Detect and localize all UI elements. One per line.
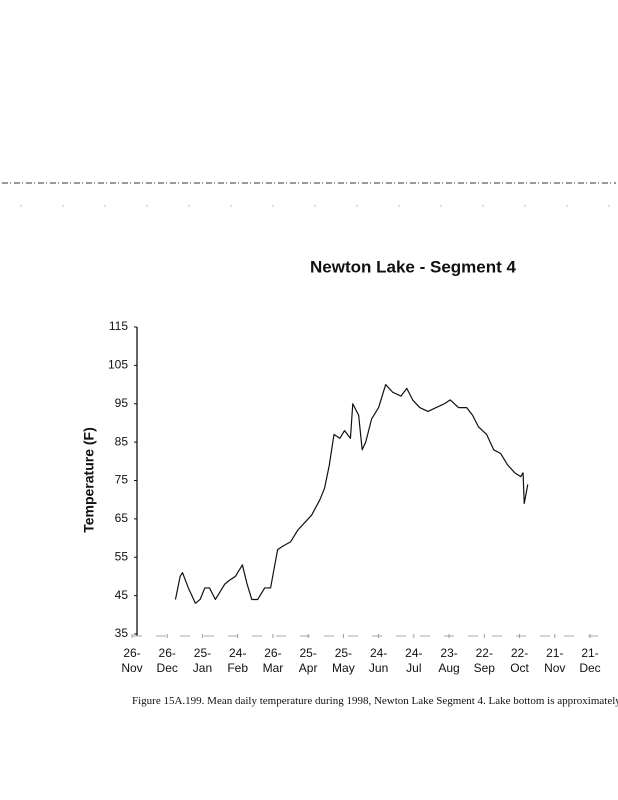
x-tick-label: 25-May (332, 646, 355, 675)
x-tick-label: 25-Apr (298, 646, 318, 675)
temperature-line (174, 383, 529, 604)
y-tick-label: 85 (115, 434, 129, 448)
y-tick-label: 95 (115, 396, 129, 410)
y-tick-label: 75 (115, 473, 129, 487)
y-tick-label: 35 (115, 626, 129, 640)
x-tick-label: 26-Mar (262, 646, 284, 675)
y-axis-label: Temperature (F) (81, 427, 97, 533)
x-tick-label: 24-Feb (227, 646, 249, 675)
y-tick-label: 65 (115, 511, 129, 525)
x-tick-label: 21-Dec (579, 646, 601, 675)
x-tick-label: 22-Oct (510, 646, 529, 675)
y-tick-label: 105 (108, 358, 128, 372)
x-tick-label: 26-Nov (121, 646, 143, 675)
x-tick-label: 24-Jun (368, 646, 389, 675)
x-tick-label: 25-Jan (192, 646, 213, 675)
caption: Figure 15A.199. Mean daily temperature d… (132, 695, 618, 707)
x-tick-label: 23-Aug (438, 646, 460, 675)
x-tick-label: 21-Nov (544, 646, 566, 675)
x-tick-label: 26-Dec (156, 646, 178, 675)
y-tick-label: 115 (109, 319, 128, 333)
y-tick-label: 55 (115, 549, 129, 563)
y-tick-label: 45 (115, 588, 129, 602)
chart-title: Newton Lake - Segment 4 (310, 257, 516, 276)
x-tick-label: 22-Sep (473, 646, 495, 675)
x-tick-label: 24-Jul (405, 646, 423, 675)
